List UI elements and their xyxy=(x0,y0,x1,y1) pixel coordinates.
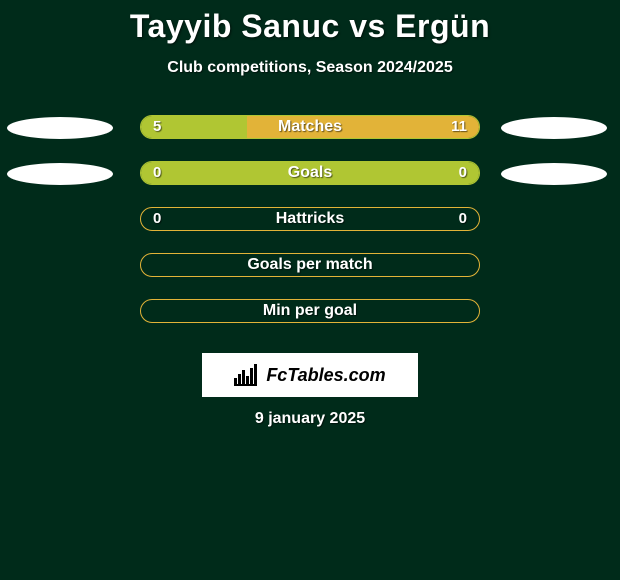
stat-bar: 00Goals xyxy=(140,161,480,185)
stat-bar: 511Matches xyxy=(140,115,480,139)
stat-bar: Min per goal xyxy=(140,299,480,323)
player1-badge xyxy=(7,163,113,185)
stat-label: Min per goal xyxy=(141,300,479,322)
stat-bar: 00Hattricks xyxy=(140,207,480,231)
stat-bar: Goals per match xyxy=(140,253,480,277)
stat-row: 00Hattricks xyxy=(0,207,620,233)
stat-row: Goals per match xyxy=(0,253,620,279)
stat-rows: 511Matches 00Goals 00Hattricks Goals per ma… xyxy=(0,115,620,325)
stat-label: Matches xyxy=(141,116,479,138)
site-badge[interactable]: FcTables.com xyxy=(202,353,418,397)
stat-label: Goals xyxy=(141,162,479,184)
player1-badge xyxy=(7,117,113,139)
player2-badge xyxy=(501,163,607,185)
stat-row: 511Matches xyxy=(0,115,620,141)
stat-label: Goals per match xyxy=(141,254,479,276)
stat-row: Min per goal xyxy=(0,299,620,325)
comparison-subtitle: Club competitions, Season 2024/2025 xyxy=(0,59,620,77)
player2-badge xyxy=(501,117,607,139)
bars-icon xyxy=(234,364,260,386)
comparison-title: Tayyib Sanuc vs Ergün xyxy=(0,0,620,45)
site-name: FcTables.com xyxy=(266,365,385,386)
stat-label: Hattricks xyxy=(141,208,479,230)
stat-row: 00Goals xyxy=(0,161,620,187)
snapshot-date: 9 january 2025 xyxy=(0,410,620,428)
